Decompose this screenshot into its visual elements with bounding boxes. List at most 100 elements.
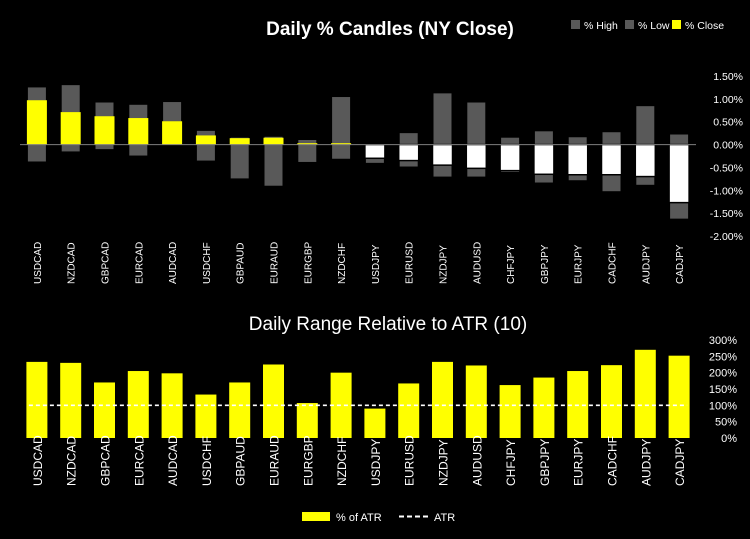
atr-bar (296, 403, 318, 438)
candles-ytick-label: -1.00% (710, 185, 743, 197)
atr-bar (364, 408, 386, 438)
atr-ytick-label: 100% (709, 400, 737, 412)
candle-close-bar (431, 143, 454, 166)
candle-range-bar (332, 97, 351, 159)
candle-range-bar (230, 137, 249, 179)
candle-close-bar (297, 143, 318, 145)
candles-xtick-label: EURJPY (574, 244, 585, 284)
candles-xtick-label: NZDJPY (439, 245, 450, 284)
candle-close-bar (263, 137, 284, 145)
atr-bar (26, 361, 48, 438)
candles-xtick-label: EURAUD (270, 242, 281, 284)
candles-legend: % High % Low % Close (571, 20, 724, 32)
legend-pct-atr-swatch (302, 512, 330, 521)
legend-close-label: % Close (685, 20, 724, 32)
candles-xtick-label: USDJPY (371, 244, 382, 284)
atr-bar (668, 355, 690, 438)
candle-close-bar (533, 143, 555, 176)
candles-ytick-label: 0.00% (713, 140, 743, 152)
atr-xtick-label: GBPCAD (99, 435, 113, 486)
candle-close-bar (331, 143, 352, 145)
atr-xtick-label: GBPJPY (538, 439, 552, 486)
candle-range-bar (298, 140, 317, 162)
atr-ytick-label: 0% (721, 433, 737, 445)
atr-ytick-label: 300% (709, 335, 737, 347)
candles-xtick-label: CADCHF (608, 242, 619, 284)
candles-xtick-label: USDCHF (202, 242, 213, 284)
legend-high-swatch (571, 20, 580, 29)
atr-ytick-label: 250% (709, 351, 737, 363)
atr-xtick-label: EURJPY (572, 439, 586, 486)
candles-ytick-label: -2.00% (710, 231, 743, 243)
candle-close-bar (397, 143, 420, 162)
candles-xtick-label: AUDCAD (168, 242, 179, 284)
atr-ytick-label: 150% (709, 384, 737, 396)
candle-close-bar (634, 143, 657, 178)
candles-xtick-label: NZDCHF (337, 243, 348, 284)
atr-bar (229, 382, 251, 438)
atr-xtick-label: CADJPY (673, 439, 687, 486)
atr-bar (127, 371, 149, 438)
atr-xtick-label: USDCHF (200, 436, 214, 486)
atr-xtick-label: AUDUSD (470, 435, 484, 486)
candles-xtick-label: GBPAUD (236, 242, 247, 284)
candle-range-bar (196, 130, 215, 161)
legend-low-swatch (625, 20, 634, 29)
candles-ytick-label: 0.50% (713, 117, 743, 129)
atr-bar (398, 383, 420, 438)
candle-close-bar (26, 100, 47, 145)
atr-xtick-label: NZDJPY (437, 439, 451, 486)
candle-close-bar (229, 138, 250, 145)
atr-xtick-label: USDJPY (369, 439, 383, 486)
atr-ytick-label: 200% (709, 368, 737, 380)
atr-bar (60, 362, 82, 438)
candle-close-bar (195, 135, 216, 145)
candles-xtick-label: AUDUSD (472, 242, 483, 284)
candle-close-bar (668, 143, 690, 204)
atr-xtick-label: USDCAD (31, 435, 45, 486)
candle-close-bar (162, 121, 183, 145)
atr-plot: 300% 250% 200% 150% 100% 50% 0% USDCAD NZDCAD GBP… (26, 335, 737, 486)
atr-xtick-label: GBPAUD (234, 436, 248, 486)
atr-bar (567, 371, 589, 438)
candles-xtick-label: USDCAD (33, 242, 44, 284)
atr-bar (263, 364, 284, 438)
candle-close-bar (364, 143, 386, 160)
candles-xtick-label: GBPJPY (540, 244, 551, 284)
atr-xtick-label: NZDCHF (335, 437, 349, 486)
candles-xtick-label: EURCAD (134, 242, 145, 284)
atr-title: Daily Range Relative to ATR (10) (249, 314, 527, 335)
legend-high-label: % High (584, 20, 618, 32)
atr-bar (533, 377, 555, 438)
candle-close-bar (566, 143, 589, 176)
atr-bar (94, 382, 115, 438)
candle-close-bar (94, 116, 115, 145)
atr-ytick-label: 50% (715, 417, 737, 429)
atr-legend: % of ATR ATR (302, 512, 455, 524)
candles-ytick-label: -0.50% (710, 162, 743, 174)
candle-close-bar (499, 143, 521, 172)
candles-xtick-label: EURUSD (405, 242, 416, 284)
candle-close-bar (465, 143, 488, 170)
atr-xtick-label: AUDCAD (166, 435, 180, 486)
atr-bar (601, 365, 622, 438)
atr-xtick-label: EURUSD (403, 435, 417, 486)
atr-xtick-label: EURAUD (268, 435, 282, 486)
legend-low-label: % Low (638, 20, 670, 32)
atr-bar (634, 349, 656, 438)
atr-xtick-label: CHFJPY (504, 439, 518, 486)
candle-close-bar (128, 118, 149, 145)
legend-atr-label: ATR (434, 512, 455, 524)
atr-bar (432, 361, 453, 438)
candles-xtick-label: NZDCAD (67, 242, 78, 284)
candle-range-bar (264, 136, 283, 186)
candle-close-bar (60, 112, 81, 145)
candles-xtick-label: CADJPY (675, 244, 686, 284)
atr-xtick-label: EURCAD (132, 435, 146, 486)
candles-xtick-label: EURGBP (303, 241, 314, 284)
atr-bar (195, 394, 217, 438)
candles-plot: 1.50% 1.00% 0.50% 0.00% -0.50% -1.00% -1.50% -2… (20, 71, 743, 284)
